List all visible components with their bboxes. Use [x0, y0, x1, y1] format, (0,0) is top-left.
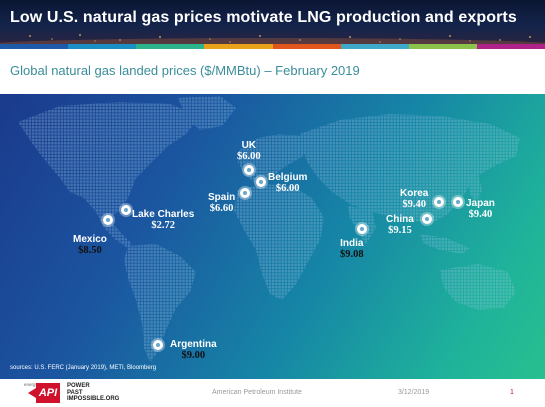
mexico-pin[interactable]	[103, 215, 113, 225]
accent-segment	[204, 44, 273, 49]
korea-label: Korea $9.40	[400, 188, 429, 210]
accent-segment	[408, 44, 477, 49]
footer-organization: American Petroleum Institute	[212, 389, 302, 396]
accent-segment	[340, 44, 409, 49]
world-landmass	[18, 96, 520, 362]
color-accent-bar	[0, 44, 545, 49]
uk-pin[interactable]	[244, 165, 254, 175]
slide-footer: energy API POWER PAST IMPOSSIBLE.ORG Ame…	[0, 380, 545, 407]
argentina-pin[interactable]	[153, 340, 163, 350]
accent-segment	[0, 44, 69, 49]
china-pin[interactable]	[422, 214, 432, 224]
tagline-line: IMPOSSIBLE.ORG	[67, 396, 120, 402]
world-map: Mexico $8.50 Lake Charles $2.72 UK $6.00…	[0, 94, 545, 379]
footer-date: 3/12/2019	[398, 389, 430, 396]
logo-tagline: POWER PAST IMPOSSIBLE.ORG	[67, 383, 119, 403]
lake-charles-label: Lake Charles $2.72	[132, 209, 195, 231]
korea-pin[interactable]	[434, 197, 444, 207]
argentina-label: Argentina $9.00	[170, 339, 217, 361]
page-number: 1	[510, 389, 514, 396]
slide-title: Low U.S. natural gas prices motivate LNG…	[10, 9, 517, 26]
japan-label: Japan $9.40	[466, 198, 495, 220]
belgium-label: Belgium $6.00	[268, 172, 308, 194]
tagline-line: PAST	[67, 389, 83, 396]
spain-label: Spain $6.60	[208, 192, 236, 214]
china-label: China $9.15	[386, 214, 414, 236]
accent-segment	[68, 44, 137, 49]
accent-segment	[136, 44, 205, 49]
api-logo: API	[36, 383, 60, 403]
mexico-label: Mexico $8.50	[73, 234, 107, 256]
accent-segment	[272, 44, 341, 49]
slide-subtitle: Global natural gas landed prices ($/MMBt…	[10, 63, 360, 78]
lake-charles-pin[interactable]	[121, 205, 131, 215]
tagline-line: POWER	[67, 383, 90, 389]
accent-segment	[476, 44, 545, 49]
spain-pin[interactable]	[240, 188, 250, 198]
energy-label: energy	[24, 382, 38, 387]
city-lights-graphic	[0, 0, 545, 44]
india-label: India $9.08	[340, 238, 364, 260]
uk-label: UK $6.00	[237, 140, 261, 162]
india-pin[interactable]	[357, 224, 367, 234]
slide-header: Low U.S. natural gas prices motivate LNG…	[0, 0, 545, 44]
belgium-pin[interactable]	[256, 177, 266, 187]
source-note: sources: U.S. FERC (January 2019), METI,…	[10, 365, 157, 371]
japan-pin[interactable]	[453, 197, 463, 207]
